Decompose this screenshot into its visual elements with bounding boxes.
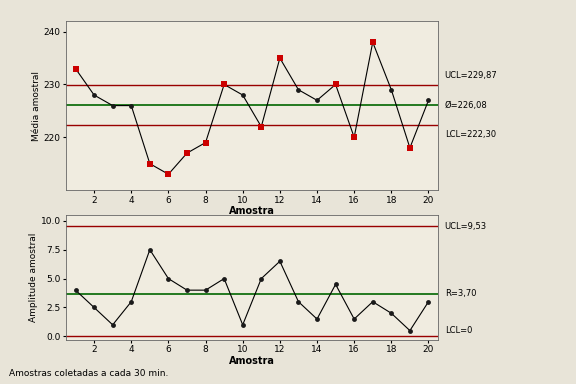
Text: Amostras coletadas a cada 30 min.: Amostras coletadas a cada 30 min. xyxy=(9,369,168,378)
Text: UCL=229,87: UCL=229,87 xyxy=(445,71,498,80)
Text: LCL=222,30: LCL=222,30 xyxy=(445,130,496,139)
Y-axis label: Amplitude amostral: Amplitude amostral xyxy=(29,233,38,322)
Text: LCL=0: LCL=0 xyxy=(445,326,472,335)
X-axis label: Amostra: Amostra xyxy=(229,206,275,216)
Text: Ø̅=226,08: Ø̅=226,08 xyxy=(445,101,487,110)
X-axis label: Amostra: Amostra xyxy=(229,356,275,366)
Text: UCL=9,53: UCL=9,53 xyxy=(445,222,487,231)
Text: R=3,70: R=3,70 xyxy=(445,289,476,298)
Y-axis label: Média amostral: Média amostral xyxy=(32,71,41,141)
